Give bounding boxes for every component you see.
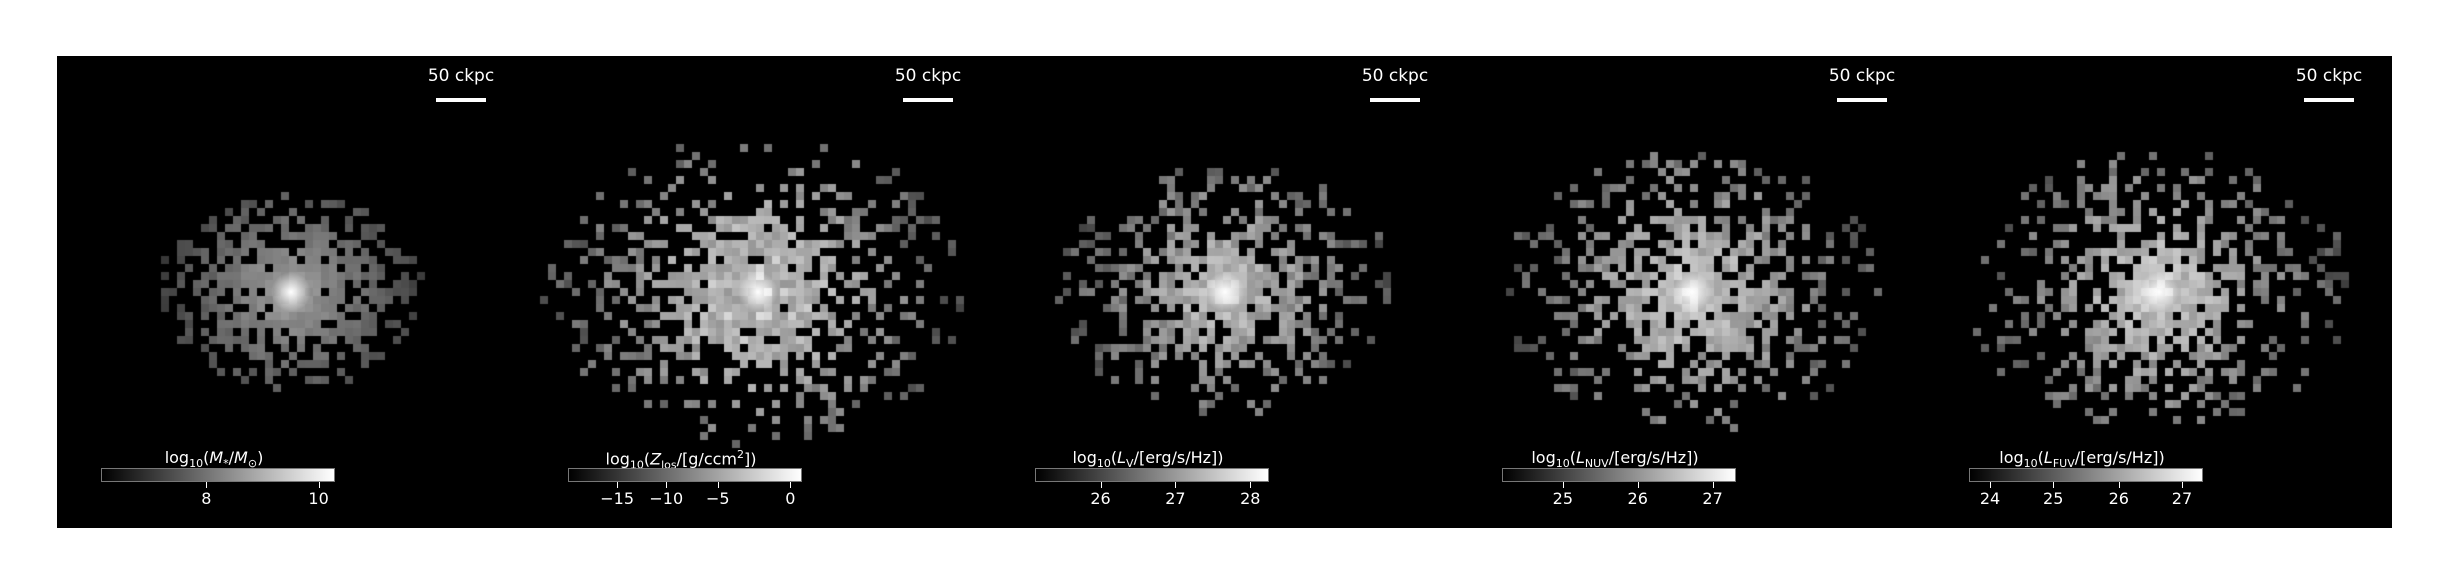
colorbar-tick-mark [1637, 482, 1639, 488]
scale-bar: 50 ckpc [883, 66, 973, 106]
colorbar-label: log10(LNUV/[erg/s/Hz]) [1531, 448, 1699, 471]
colorbar-tick: 26 [1628, 482, 1648, 508]
panel-nuv: 50 ckpc log10(LNUV/[erg/s/Hz]) 25 26 27 [1458, 56, 1925, 528]
colorbar-label: log10(LV/[erg/s/Hz]) [1072, 448, 1224, 471]
colorbar-tick-mark [2118, 482, 2120, 488]
colorbar-tick: −5 [706, 482, 730, 508]
colorbar [1969, 468, 2203, 482]
colorbar-tick-label: 26 [1090, 489, 1111, 508]
colorbar-tick: 25 [2043, 482, 2063, 508]
galaxy-map [524, 56, 991, 528]
galaxy-map [991, 56, 1458, 528]
colorbar-tick-mark [2181, 482, 2183, 488]
colorbar-tick-mark [617, 482, 619, 488]
panel-v-band: 50 ckpc log10(LV/[erg/s/Hz]) 26 27 28 [991, 56, 1458, 528]
colorbar-tick: 0 [785, 482, 795, 508]
panel-stellar-mass: 50 ckpc log10(M*/M⊙) 8 10 [57, 56, 524, 528]
colorbar-tick: −15 [600, 482, 634, 508]
colorbar-tick-label: 0 [785, 489, 796, 508]
colorbar [1502, 468, 1736, 482]
colorbar-tick: 24 [1980, 482, 2000, 508]
panel-metal-column: 50 ckpc log10(Zlos/[g/ccm2]) −15 −10 −5 0 [524, 56, 991, 528]
colorbar-tick-label: −5 [705, 489, 730, 508]
colorbar [1035, 468, 1269, 482]
colorbar-tick: −10 [649, 482, 683, 508]
colorbar-tick-mark [1100, 482, 1102, 488]
colorbar-tick-label: 28 [1240, 489, 1261, 508]
scale-bar-line [903, 98, 953, 102]
colorbar-label: log10(M*/M⊙) [164, 448, 264, 471]
scale-bar-label: 50 ckpc [427, 66, 495, 86]
colorbar-tick: 28 [1240, 482, 1260, 508]
colorbar-tick-mark [1712, 482, 1714, 488]
colorbar-tick-mark [318, 482, 320, 488]
scale-bar: 50 ckpc [1817, 66, 1907, 106]
colorbar-tick-label: 10 [308, 489, 329, 508]
colorbar-tick-mark [666, 482, 668, 488]
colorbar-tick-mark [1562, 482, 1564, 488]
scale-bar-line [1370, 98, 1420, 102]
colorbar-tick-label: 24 [1979, 489, 2001, 508]
colorbar-tick: 26 [1090, 482, 1111, 508]
colorbar-tick-label: −10 [649, 489, 684, 508]
colorbar-tick-label: 25 [1552, 489, 1574, 508]
colorbar-tick: 25 [1553, 482, 1573, 508]
colorbar-tick-label: 25 [2043, 489, 2064, 508]
colorbar-tick-mark [717, 482, 719, 488]
colorbar-tick-label: 27 [1165, 489, 1186, 508]
colorbar-tick: 8 [201, 482, 211, 508]
scale-bar-label: 50 ckpc [1828, 66, 1896, 86]
colorbar-tick-label: 8 [201, 489, 212, 508]
galaxy-map [1925, 56, 2392, 528]
colorbar-tick: 27 [1165, 482, 1186, 508]
colorbar-tick: 27 [2172, 482, 2192, 508]
galaxy-map [1458, 56, 1925, 528]
colorbar-tick: 26 [2109, 482, 2129, 508]
panel-fuv: 50 ckpc log10(LFUV/[erg/s/Hz]) 24 25 26 27 [1925, 56, 2392, 528]
colorbar-tick-mark [1250, 482, 1252, 488]
colorbar [568, 468, 802, 482]
colorbar-tick-mark [1175, 482, 1177, 488]
colorbar-tick-label: −15 [600, 489, 635, 508]
scale-bar-label: 50 ckpc [1361, 66, 1429, 86]
galaxy-map [57, 56, 524, 528]
colorbar-tick: 27 [1702, 482, 1723, 508]
colorbar-tick-mark [1990, 482, 1992, 488]
scale-bar-line [1837, 98, 1887, 102]
scale-bar: 50 ckpc [1350, 66, 1440, 106]
scale-bar-label: 50 ckpc [894, 66, 962, 86]
colorbar-tick-mark [790, 482, 792, 488]
scale-bar: 50 ckpc [2284, 66, 2374, 106]
colorbar-tick-label: 27 [1702, 489, 1723, 508]
galaxy-image-strip: 50 ckpc log10(M*/M⊙) 8 10 50 ckpc log10(Zlos… [57, 56, 2392, 528]
colorbar-tick: 10 [308, 482, 329, 508]
colorbar [101, 468, 335, 482]
scale-bar-line [2304, 98, 2354, 102]
colorbar-tick-label: 27 [2171, 489, 2193, 508]
scale-bar: 50 ckpc [416, 66, 506, 106]
colorbar-tick-label: 26 [1627, 489, 1648, 508]
colorbar-label: log10(LFUV/[erg/s/Hz]) [1999, 448, 2165, 471]
colorbar-tick-label: 26 [2108, 489, 2129, 508]
colorbar-tick-mark [2053, 482, 2055, 488]
scale-bar-label: 50 ckpc [2295, 66, 2363, 86]
scale-bar-line [436, 98, 486, 102]
colorbar-tick-mark [206, 482, 208, 488]
